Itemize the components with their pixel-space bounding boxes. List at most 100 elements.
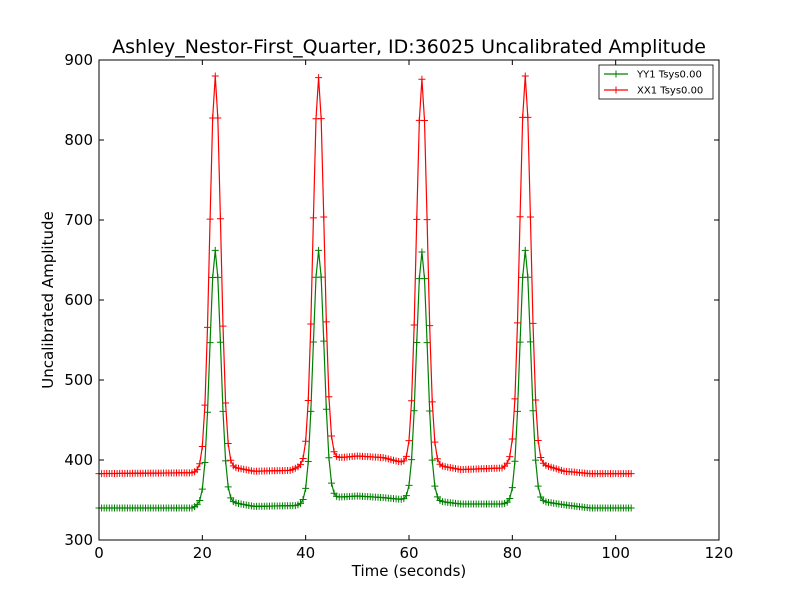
- data-point-marker: [206, 215, 214, 223]
- data-point-marker: [431, 482, 439, 490]
- data-point-marker: [410, 407, 418, 415]
- x-tick-label: 80: [503, 544, 522, 562]
- data-point-marker: [204, 408, 211, 416]
- data-point-marker: [534, 436, 542, 444]
- data-point-marker: [315, 246, 323, 254]
- data-point-marker: [216, 215, 224, 223]
- data-point-marker: [426, 322, 434, 330]
- data-point-marker: [423, 216, 431, 224]
- y-tick-label: 400: [64, 451, 93, 469]
- data-point-marker: [514, 407, 521, 415]
- data-point-marker: [216, 338, 224, 346]
- series-1: [95, 246, 635, 512]
- data-point-marker: [317, 115, 325, 123]
- data-point-marker: [193, 466, 201, 474]
- y-tick-label: 700: [64, 211, 93, 229]
- y-axis-label: Uncalibrated Amplitude: [39, 211, 57, 388]
- legend-marker: [612, 86, 620, 94]
- data-point-marker: [304, 397, 312, 405]
- data-point-marker: [521, 72, 529, 80]
- data-point-marker: [307, 320, 315, 328]
- data-point-marker: [325, 393, 333, 401]
- data-point-marker: [302, 484, 310, 492]
- data-point-marker: [413, 339, 421, 347]
- legend-box: [598, 64, 714, 100]
- data-point-marker: [410, 321, 418, 329]
- data-point-marker: [506, 495, 514, 503]
- data-point-marker: [428, 398, 436, 406]
- data-point-marker: [526, 338, 534, 346]
- data-point-marker: [516, 338, 524, 346]
- series-layer: [95, 72, 635, 512]
- data-point-marker: [408, 456, 416, 464]
- data-point-marker: [198, 485, 206, 493]
- series-2: [95, 72, 635, 478]
- data-point-marker: [201, 401, 209, 409]
- x-axis-label: Time (seconds): [351, 562, 467, 580]
- data-point-marker: [196, 497, 204, 505]
- plot-area: [99, 60, 719, 540]
- data-point-marker: [322, 318, 330, 326]
- data-point-marker: [506, 453, 514, 461]
- chart-title: Ashley_Nestor-First_Quarter, ID:36025 Un…: [112, 36, 706, 58]
- data-point-marker: [402, 452, 410, 460]
- data-point-marker: [201, 458, 209, 466]
- data-point-marker: [206, 339, 214, 347]
- data-point-marker: [328, 479, 335, 487]
- data-point-marker: [204, 323, 211, 331]
- data-point-marker: [537, 453, 545, 461]
- data-point-marker: [524, 113, 532, 121]
- data-point-marker: [421, 116, 428, 124]
- legend-label: XX1 Tsys0.00: [637, 86, 703, 97]
- data-point-marker: [302, 437, 310, 445]
- data-point-marker: [214, 114, 222, 122]
- x-tick-label: 40: [296, 544, 315, 562]
- data-point-marker: [227, 456, 235, 464]
- data-point-marker: [222, 399, 230, 407]
- data-point-marker: [211, 246, 219, 254]
- data-point-marker: [219, 322, 227, 330]
- data-point-marker: [508, 435, 516, 443]
- y-tick-label: 800: [64, 131, 93, 149]
- data-point-marker: [405, 481, 413, 489]
- data-point-marker: [224, 483, 232, 491]
- data-point-marker: [511, 457, 519, 465]
- legend: YY1 Tsys0.00 XX1 Tsys0.00: [598, 64, 714, 100]
- data-point-marker: [304, 458, 312, 466]
- legend-label: YY1 Tsys0.00: [636, 70, 702, 81]
- data-point-marker: [315, 74, 323, 82]
- plot-frame: [98, 59, 720, 541]
- data-point-marker: [534, 482, 542, 490]
- y-tick-label: 600: [64, 291, 93, 309]
- data-point-marker: [325, 454, 333, 462]
- data-point-marker: [514, 319, 521, 327]
- data-point-marker: [532, 456, 540, 464]
- data-point-marker: [532, 396, 540, 404]
- data-point-marker: [433, 493, 441, 501]
- data-point-marker: [307, 407, 315, 415]
- data-point-marker: [322, 405, 330, 413]
- data-point-marker: [222, 457, 230, 465]
- data-point-marker: [431, 438, 439, 446]
- x-tick-label: 60: [399, 544, 418, 562]
- x-tick-label: 100: [601, 544, 630, 562]
- data-point-marker: [219, 407, 227, 415]
- data-point-marker: [227, 494, 235, 502]
- data-point-marker: [627, 470, 635, 478]
- data-point-marker: [328, 432, 335, 440]
- data-point-marker: [400, 457, 408, 465]
- data-point-marker: [320, 213, 328, 221]
- data-point-marker: [299, 496, 307, 504]
- data-point-marker: [330, 448, 338, 456]
- data-point-marker: [526, 213, 534, 221]
- data-point-marker: [297, 461, 304, 469]
- data-point-marker: [627, 504, 635, 512]
- data-point-marker: [196, 460, 204, 468]
- ticks-layer: 0 20 40 60 80 100 120 300 400 500 600 700 800 900: [64, 51, 733, 562]
- data-point-marker: [418, 75, 426, 83]
- data-point-marker: [309, 338, 317, 346]
- data-point-marker: [198, 442, 206, 450]
- data-point-marker: [413, 215, 421, 223]
- data-point-marker: [405, 437, 413, 445]
